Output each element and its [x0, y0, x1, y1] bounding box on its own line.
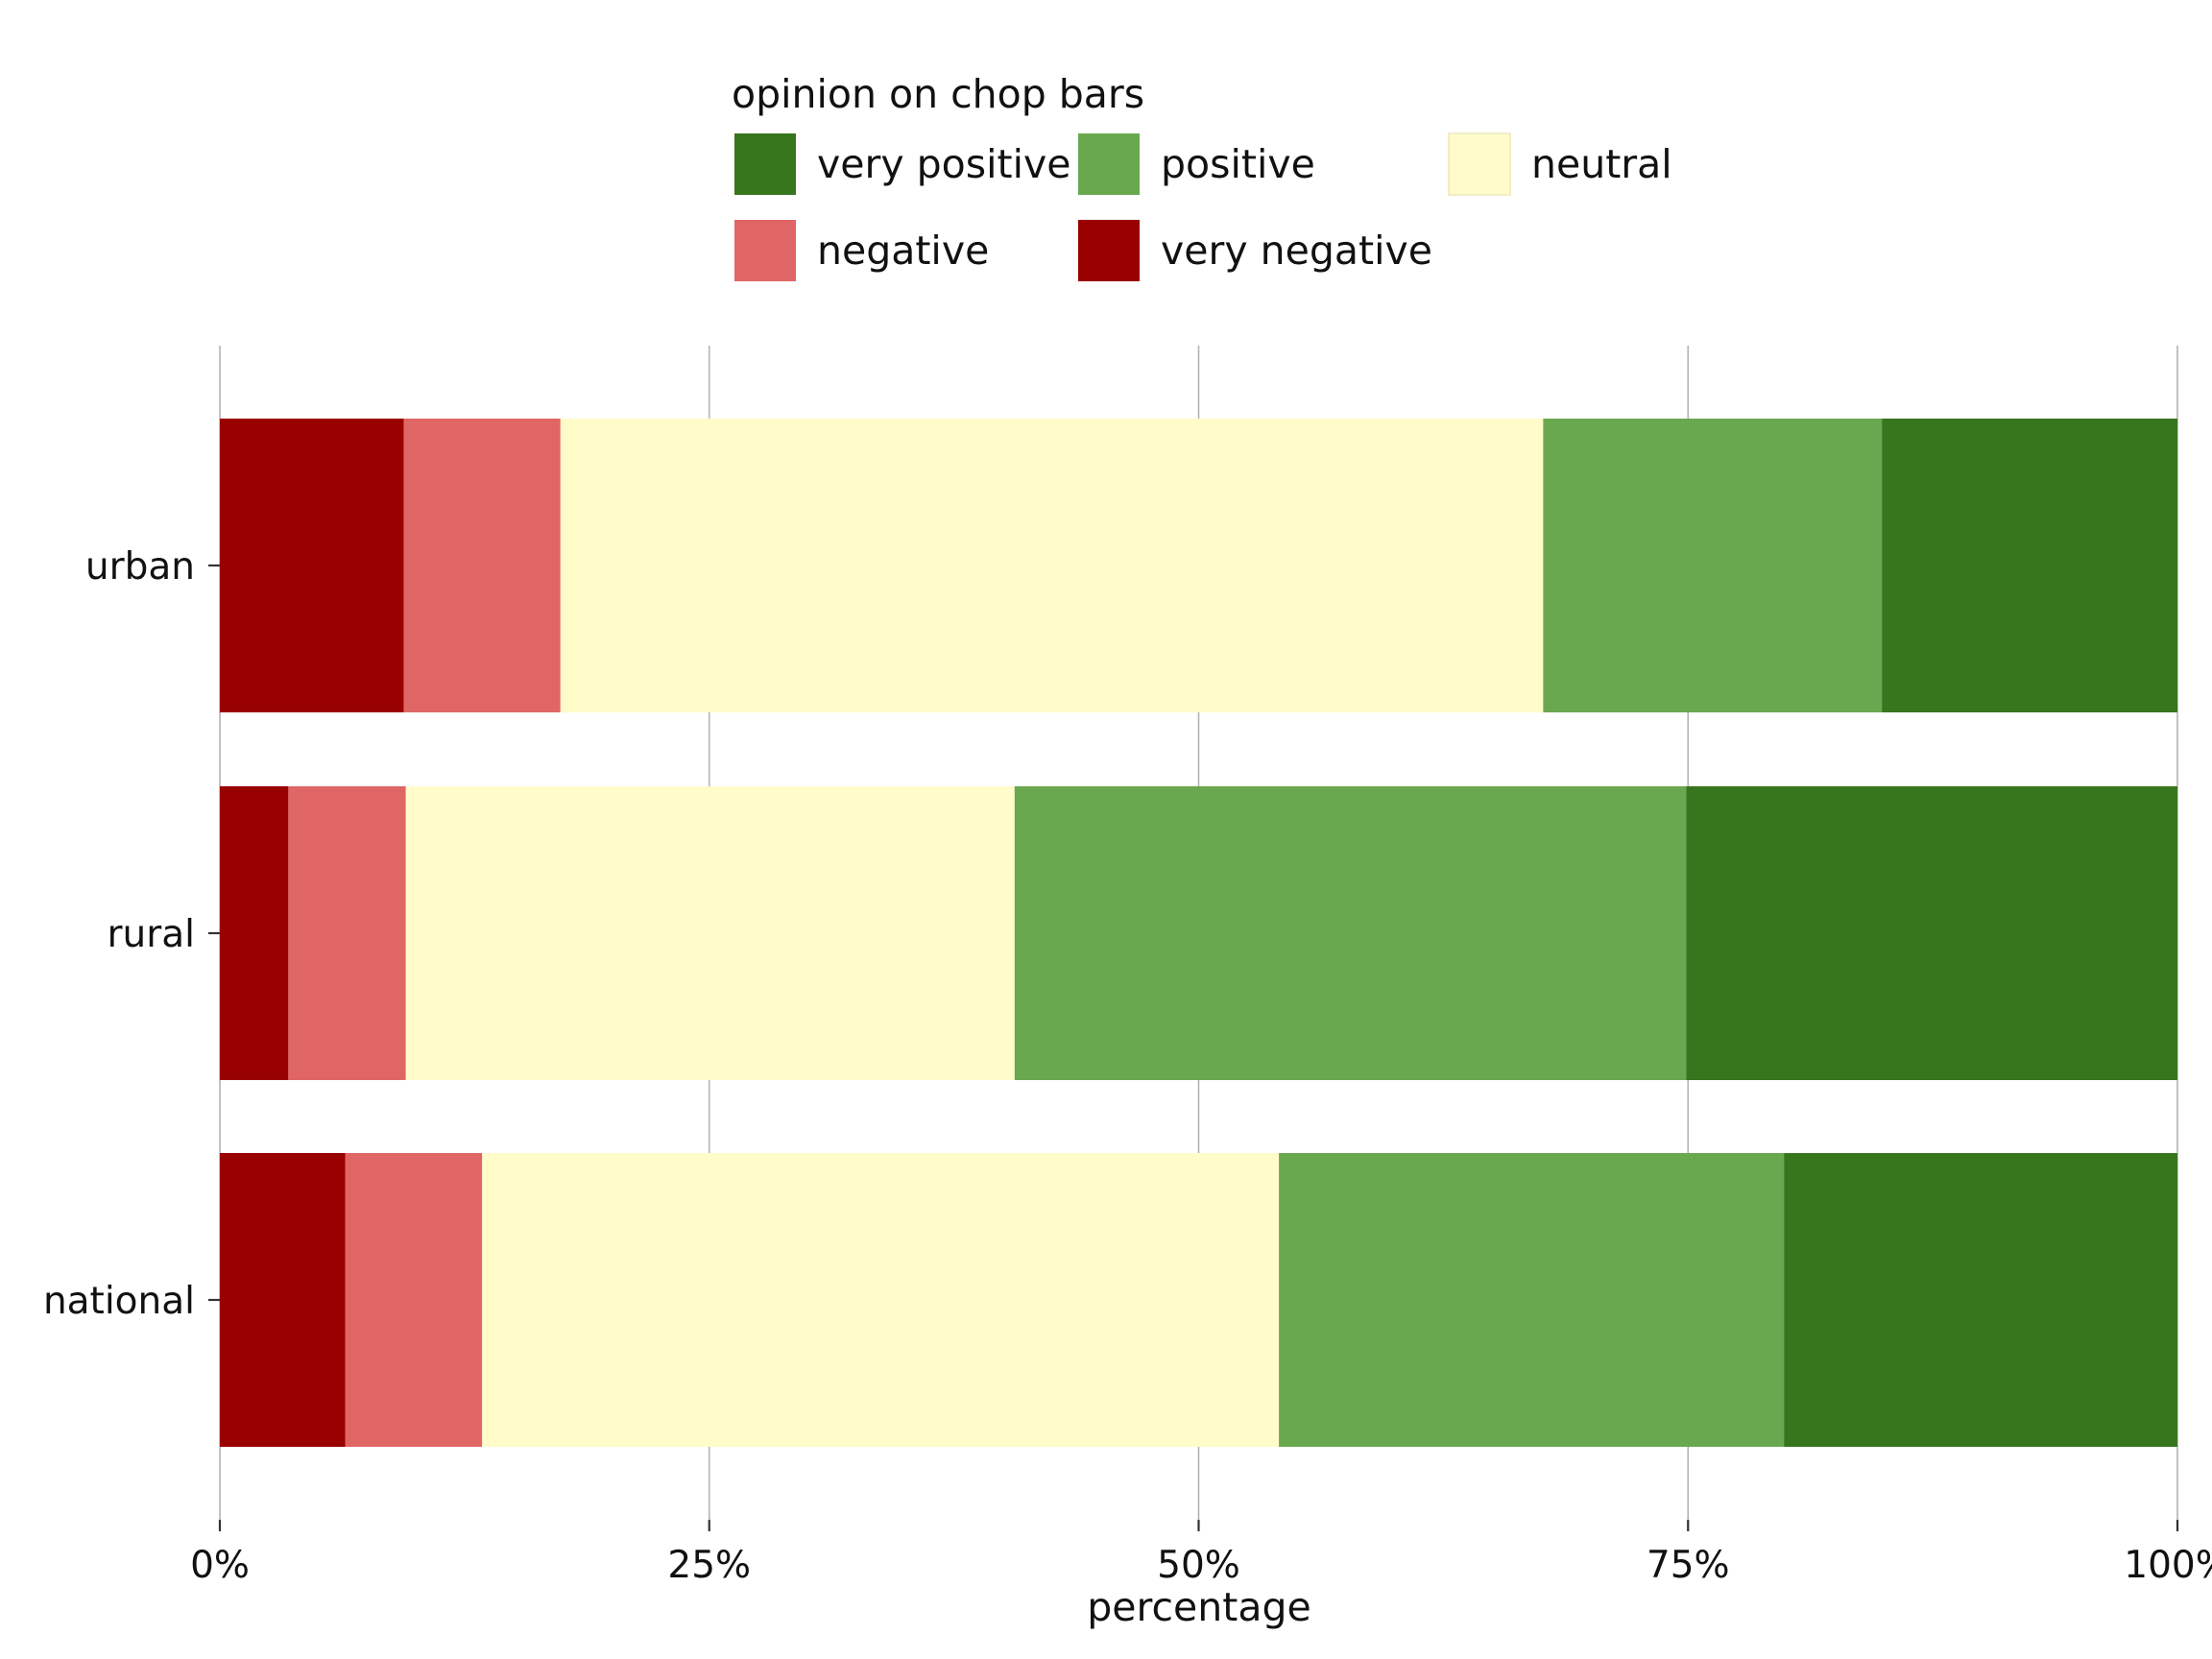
legend-label-negative: negative: [817, 228, 989, 274]
legend-key-neutral: [1448, 132, 1511, 196]
x-axis-title: percentage: [1087, 1584, 1310, 1630]
legend-label-positive: positive: [1161, 141, 1315, 187]
bar-national-very-negative: [220, 1153, 346, 1447]
legend-title: opinion on chop bars: [732, 71, 1144, 117]
bar-urban-negative: [403, 419, 561, 712]
bar-urban-very-positive: [1882, 419, 2177, 712]
x-axis: 0% 25% 50% 75% 100%: [190, 1520, 2212, 1587]
bar-rural-neutral: [405, 786, 1015, 1080]
x-tick-label-0: 0%: [190, 1544, 250, 1587]
y-tick-label-urban: urban: [85, 545, 195, 589]
bar-rural-very-negative: [220, 786, 289, 1080]
legend-label-very-negative: very negative: [1161, 228, 1432, 274]
bar-national-neutral: [482, 1153, 1280, 1447]
bar-national-negative: [345, 1153, 483, 1447]
bar-urban-neutral: [560, 419, 1544, 712]
bar-rural-very-positive: [1686, 786, 2177, 1080]
x-tick-label-75: 75%: [1647, 1544, 1730, 1587]
legend-key-positive: [1078, 133, 1140, 195]
bars: [220, 419, 2177, 1447]
y-tick-label-rural: rural: [107, 913, 195, 956]
legend-label-neutral: neutral: [1531, 141, 1672, 187]
legend-key-very-negative: [1078, 220, 1140, 281]
legend-label-very-positive: very positive: [817, 141, 1070, 187]
bar-rural-positive: [1014, 786, 1687, 1080]
y-axis: urban rural national: [43, 545, 220, 1323]
bar-national-positive: [1279, 1153, 1785, 1447]
bar-rural-negative: [288, 786, 406, 1080]
bar-urban-very-negative: [220, 419, 404, 712]
bar-national-very-positive: [1784, 1153, 2177, 1447]
x-tick-label-25: 25%: [667, 1544, 751, 1587]
bar-urban-positive: [1543, 419, 1883, 712]
legend: opinion on chop bars very positive positi…: [732, 71, 1672, 281]
x-tick-label-50: 50%: [1157, 1544, 1240, 1587]
x-tick-label-100: 100%: [2124, 1544, 2212, 1587]
legend-key-negative: [734, 220, 796, 281]
legend-key-very-positive: [734, 133, 796, 195]
y-tick-label-national: national: [43, 1280, 195, 1323]
